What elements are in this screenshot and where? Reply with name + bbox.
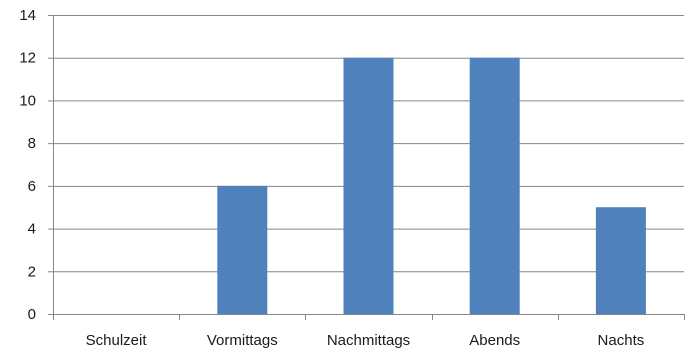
y-tick-label: 12 (19, 50, 36, 67)
x-category-label: Vormittags (207, 332, 278, 349)
x-category-label: Nachts (598, 332, 645, 349)
x-category-labels: Schulzeit Vormittags Nachmittags Abends Nach… (86, 332, 645, 349)
bar-abends (469, 57, 520, 314)
bar-nachts (595, 207, 646, 314)
bar-nachmittags (343, 57, 394, 314)
x-category-label: Abends (469, 332, 520, 349)
y-tick-label: 10 (19, 92, 36, 109)
axes (48, 15, 685, 320)
y-tick-label: 14 (19, 7, 36, 24)
y-tick-label: 0 (28, 306, 36, 323)
y-tick-label: 8 (28, 135, 36, 152)
bars (217, 57, 646, 314)
x-category-label: Nachmittags (327, 332, 410, 349)
y-tick-label: 6 (28, 178, 36, 195)
y-tick-labels: 0 2 4 6 8 10 12 14 (19, 7, 36, 323)
bar-vormittags (217, 185, 268, 314)
y-tick-label: 4 (28, 221, 36, 238)
x-category-label: Schulzeit (86, 332, 148, 349)
y-tick-label: 2 (28, 263, 36, 280)
